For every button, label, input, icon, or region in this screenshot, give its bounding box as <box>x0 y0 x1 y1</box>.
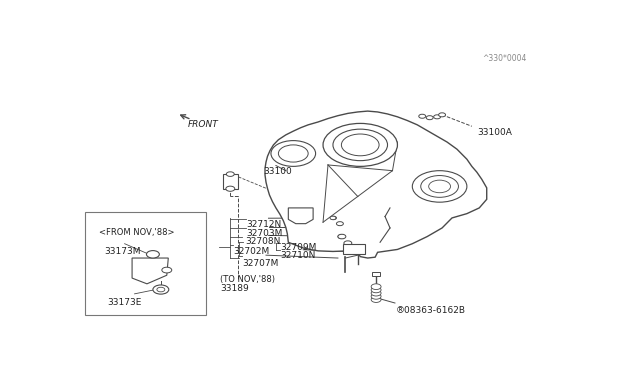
Circle shape <box>419 114 426 118</box>
Circle shape <box>434 115 440 119</box>
Text: 32709M: 32709M <box>280 243 316 252</box>
Circle shape <box>330 216 336 219</box>
Text: 32712N: 32712N <box>246 220 282 229</box>
Text: 32710N: 32710N <box>280 251 316 260</box>
Circle shape <box>371 284 381 289</box>
Circle shape <box>371 290 381 296</box>
Circle shape <box>426 116 433 120</box>
Bar <box>343 244 365 254</box>
Circle shape <box>162 267 172 273</box>
Circle shape <box>337 222 344 226</box>
Circle shape <box>338 235 345 238</box>
Text: ^330*0004: ^330*0004 <box>482 54 526 63</box>
Text: 33100A: 33100A <box>477 128 511 137</box>
Text: 32702M: 32702M <box>234 247 270 256</box>
Circle shape <box>153 285 169 294</box>
Circle shape <box>438 113 445 117</box>
Polygon shape <box>132 258 168 284</box>
Bar <box>372 272 380 276</box>
Circle shape <box>227 172 234 176</box>
Polygon shape <box>288 208 313 224</box>
Circle shape <box>371 287 381 293</box>
Text: 33173M: 33173M <box>104 247 140 256</box>
Text: FRONT: FRONT <box>188 120 219 129</box>
Circle shape <box>371 294 381 299</box>
Ellipse shape <box>346 250 358 253</box>
Text: 33189: 33189 <box>220 284 249 293</box>
Bar <box>223 173 237 189</box>
Circle shape <box>157 287 165 292</box>
Circle shape <box>271 141 316 166</box>
Text: 32703M: 32703M <box>246 228 282 238</box>
Circle shape <box>371 297 381 302</box>
Text: 32707M: 32707M <box>243 259 279 267</box>
Circle shape <box>412 171 467 202</box>
Polygon shape <box>265 111 486 258</box>
Circle shape <box>341 134 379 156</box>
Text: ®08363-6162B: ®08363-6162B <box>396 306 466 315</box>
Circle shape <box>147 251 159 258</box>
Circle shape <box>226 186 235 191</box>
Text: <FROM NOV,'88>: <FROM NOV,'88> <box>99 228 174 237</box>
Circle shape <box>278 145 308 162</box>
Bar <box>85 212 207 315</box>
Text: 33100: 33100 <box>264 167 292 176</box>
Circle shape <box>333 129 388 161</box>
Circle shape <box>323 124 397 166</box>
Text: (TO NOV,'88): (TO NOV,'88) <box>220 275 275 284</box>
Circle shape <box>330 216 337 219</box>
Circle shape <box>338 234 346 239</box>
Circle shape <box>344 241 352 246</box>
Circle shape <box>420 176 458 197</box>
Circle shape <box>429 180 451 193</box>
Text: 32708N: 32708N <box>245 237 280 246</box>
Text: 33173E: 33173E <box>108 298 141 307</box>
